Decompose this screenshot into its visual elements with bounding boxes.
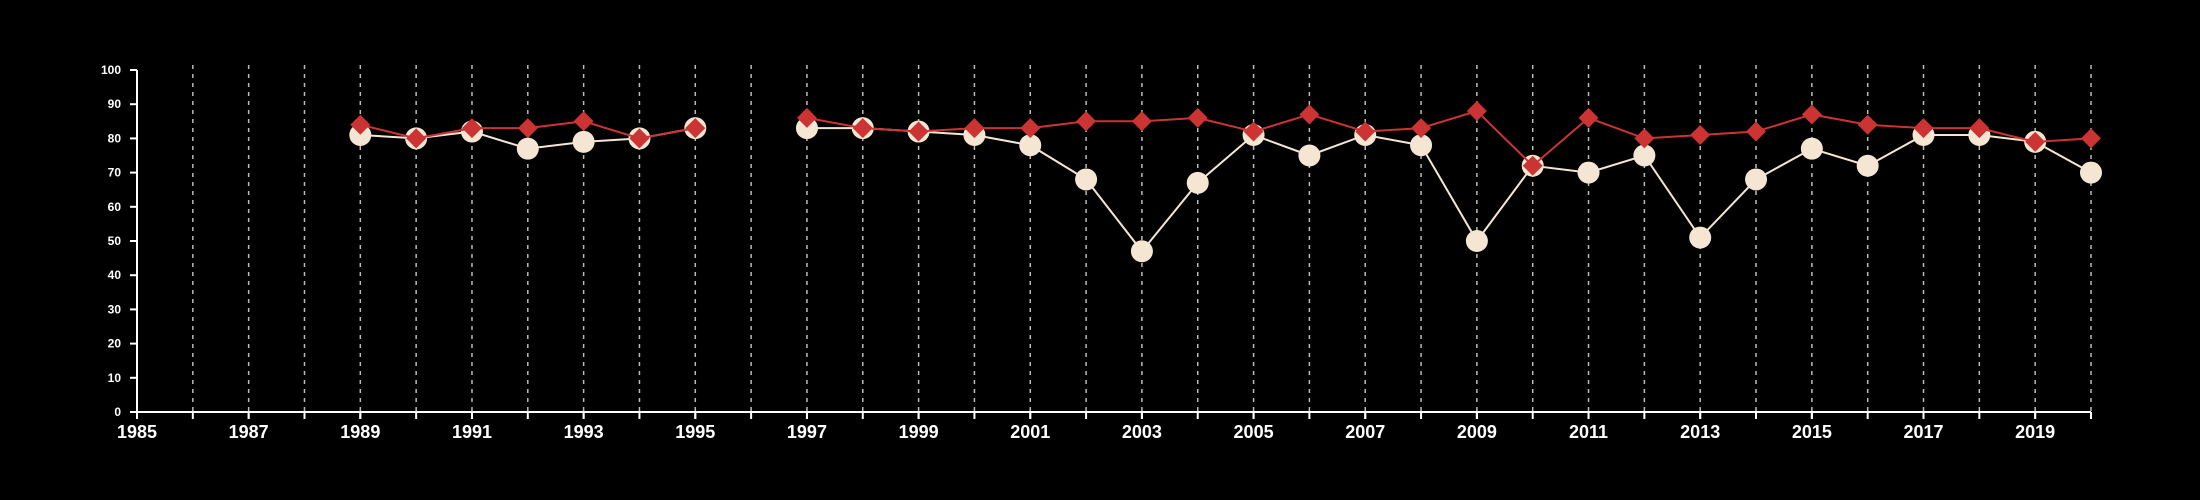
data-point: [1801, 138, 1823, 160]
series-2: [350, 101, 2101, 176]
data-point: [1578, 162, 1600, 184]
y-tick-label: 70: [108, 166, 122, 180]
data-point: [1131, 240, 1153, 262]
x-tick-label: 1993: [564, 422, 604, 442]
x-tick-label: 2003: [1122, 422, 1162, 442]
data-point: [1466, 230, 1488, 252]
x-tick-label: 1997: [787, 422, 827, 442]
x-tick-label: 2015: [1792, 422, 1832, 442]
data-point: [1802, 104, 1822, 124]
data-point: [1298, 145, 1320, 167]
x-tick-label: 1985: [117, 422, 157, 442]
x-tick-label: 2005: [1234, 422, 1274, 442]
data-point: [517, 138, 539, 160]
x-tick-label: 2019: [2015, 422, 2055, 442]
data-point: [1020, 118, 1040, 138]
x-tick-label: 2013: [1680, 422, 1720, 442]
data-point: [1690, 125, 1710, 145]
data-point: [518, 118, 538, 138]
y-tick-label: 50: [108, 234, 122, 248]
data-point: [573, 131, 595, 153]
y-tick-label: 0: [114, 405, 121, 419]
data-point: [1746, 122, 1766, 142]
data-point: [574, 111, 594, 131]
x-tick-label: 1991: [452, 422, 492, 442]
x-tick-label: 2017: [1903, 422, 1943, 442]
x-tick-label: 2009: [1457, 422, 1497, 442]
x-tick-label: 1987: [229, 422, 269, 442]
series-1: [349, 117, 2102, 262]
data-point: [1188, 108, 1208, 128]
y-tick-label: 100: [101, 63, 121, 77]
y-tick-label: 40: [108, 268, 122, 282]
data-point: [1076, 111, 1096, 131]
data-point: [1857, 155, 1879, 177]
data-point: [1689, 227, 1711, 249]
y-tick-label: 30: [108, 302, 122, 316]
y-tick-label: 90: [108, 97, 122, 111]
data-point: [1634, 128, 1654, 148]
y-tick-label: 80: [108, 131, 122, 145]
x-tick-label: 1999: [899, 422, 939, 442]
x-tick-label: 2007: [1345, 422, 1385, 442]
x-tick-label: 1995: [675, 422, 715, 442]
x-tick-label: 1989: [340, 422, 380, 442]
data-point: [1132, 111, 1152, 131]
y-tick-label: 60: [108, 200, 122, 214]
y-tick-label: 10: [108, 371, 122, 385]
series-line: [807, 128, 2091, 251]
data-point: [2081, 128, 2101, 148]
data-point: [1411, 118, 1431, 138]
data-point: [2080, 162, 2102, 184]
x-tick-label: 2001: [1010, 422, 1050, 442]
data-point: [1075, 168, 1097, 190]
data-point: [1858, 115, 1878, 135]
series-line: [807, 111, 2091, 166]
series: [349, 101, 2102, 262]
x-tick-label: 2011: [1569, 422, 1608, 442]
data-point: [1745, 168, 1767, 190]
data-point: [1187, 172, 1209, 194]
data-point: [1299, 104, 1319, 124]
y-tick-label: 20: [108, 337, 122, 351]
